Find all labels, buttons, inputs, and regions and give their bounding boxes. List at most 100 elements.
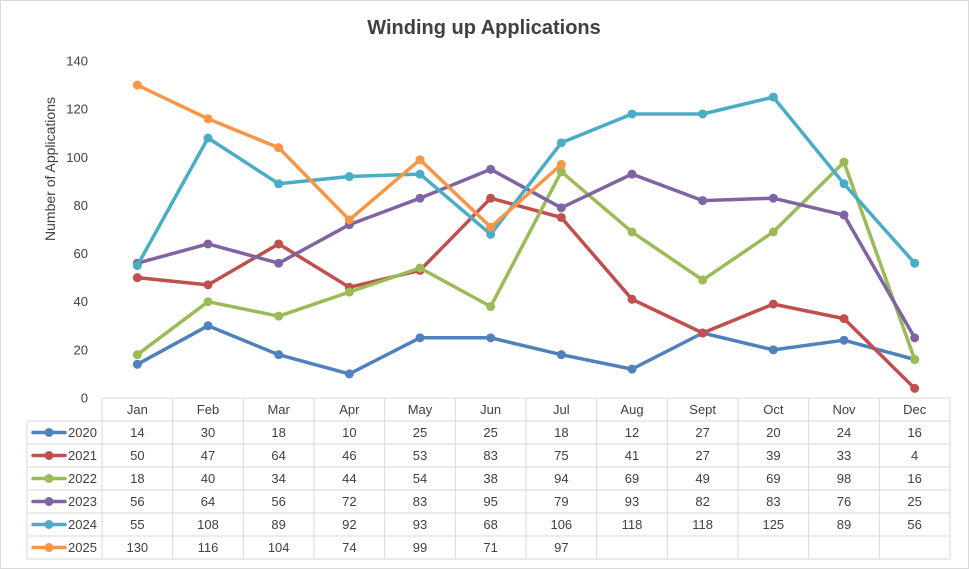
data-point <box>486 193 496 203</box>
data-point <box>274 143 284 153</box>
legend-key <box>31 543 67 552</box>
data-label: 93 <box>625 494 639 509</box>
data-label: 118 <box>692 517 713 532</box>
data-point <box>415 263 425 273</box>
x-tick-label: Apr <box>339 402 360 417</box>
y-tick-label: 80 <box>74 198 88 213</box>
data-label: 25 <box>483 425 497 440</box>
data-point <box>839 179 849 189</box>
data-label: 99 <box>413 540 427 555</box>
data-point <box>203 114 213 124</box>
legend-key <box>31 451 67 460</box>
category-labels: Jan Feb Mar Apr May Jun Jul Aug Sept Oct Nov Dec <box>127 402 927 417</box>
data-label: 97 <box>554 540 568 555</box>
data-label: 104 <box>268 540 290 555</box>
data-point <box>698 196 708 206</box>
data-label: 118 <box>622 517 643 532</box>
data-label: 93 <box>413 517 427 532</box>
data-label: 83 <box>413 494 427 509</box>
legend-key-marker <box>44 520 54 529</box>
data-label: 92 <box>342 517 356 532</box>
x-tick-label: Dec <box>903 402 927 417</box>
data-label: 56 <box>271 494 285 509</box>
data-point <box>839 335 849 345</box>
data-label: 40 <box>201 471 215 486</box>
y-tick-label: 60 <box>74 246 88 261</box>
y-tick-label: 100 <box>66 150 88 165</box>
data-label: 18 <box>554 425 568 440</box>
data-label: 98 <box>837 471 851 486</box>
data-label: 89 <box>271 517 285 532</box>
data-label: 10 <box>342 425 356 440</box>
data-point <box>203 297 213 307</box>
data-label: 38 <box>483 471 497 486</box>
data-point <box>556 167 566 177</box>
y-tick-label: 40 <box>74 294 88 309</box>
data-point <box>556 212 566 222</box>
data-point <box>203 321 213 331</box>
data-label: 46 <box>342 448 356 463</box>
data-point <box>556 203 566 213</box>
chart-title: Winding up Applications <box>367 17 601 39</box>
data-label: 95 <box>483 494 497 509</box>
series-2020 <box>132 321 920 379</box>
data-label: 50 <box>130 448 144 463</box>
data-point <box>556 160 566 170</box>
data-point <box>910 333 920 343</box>
data-label: 69 <box>766 471 780 486</box>
data-label: 44 <box>342 471 356 486</box>
data-label: 89 <box>837 517 851 532</box>
y-tick-label: 0 <box>81 391 88 406</box>
data-label: 12 <box>625 425 639 440</box>
legend-key-marker <box>44 474 54 483</box>
data-label: 27 <box>695 448 709 463</box>
data-point <box>203 280 213 290</box>
legend-label: 2021 <box>68 448 97 463</box>
legend-label: 2022 <box>68 471 97 486</box>
data-point <box>486 302 496 312</box>
data-label: 71 <box>483 540 497 555</box>
data-label: 108 <box>197 517 219 532</box>
data-point <box>274 239 284 249</box>
legend-key-marker <box>44 428 54 437</box>
data-point <box>698 109 708 119</box>
data-label: 47 <box>201 448 215 463</box>
data-label: 94 <box>554 471 568 486</box>
data-point <box>415 155 425 165</box>
data-point <box>486 222 496 232</box>
data-label: 83 <box>766 494 780 509</box>
data-label: 56 <box>907 517 921 532</box>
x-tick-label: Jan <box>127 402 148 417</box>
data-point <box>768 193 778 203</box>
data-label: 30 <box>201 425 215 440</box>
legend-key-marker <box>44 543 54 552</box>
y-tick-label: 120 <box>66 102 88 117</box>
data-point <box>132 80 142 90</box>
data-label: 130 <box>126 540 148 555</box>
data-point <box>415 193 425 203</box>
x-tick-label: Oct <box>763 402 784 417</box>
series-2025 <box>132 80 566 232</box>
data-label: 34 <box>271 471 285 486</box>
legend-label: 2023 <box>68 494 97 509</box>
data-point <box>839 157 849 167</box>
data-point <box>203 133 213 143</box>
data-point <box>274 179 284 189</box>
data-label: 55 <box>130 517 144 532</box>
legend-label: 2020 <box>68 425 97 440</box>
data-label: 72 <box>342 494 356 509</box>
series-line <box>135 324 917 376</box>
data-point <box>910 354 920 364</box>
data-point <box>698 275 708 285</box>
data-point <box>486 164 496 174</box>
data-point <box>627 294 637 304</box>
legend-key <box>31 474 67 483</box>
legend-label: 2025 <box>68 540 97 555</box>
legend-key-marker <box>44 497 54 506</box>
legend-key <box>31 428 67 437</box>
series-line <box>135 95 917 268</box>
data-point <box>627 364 637 374</box>
